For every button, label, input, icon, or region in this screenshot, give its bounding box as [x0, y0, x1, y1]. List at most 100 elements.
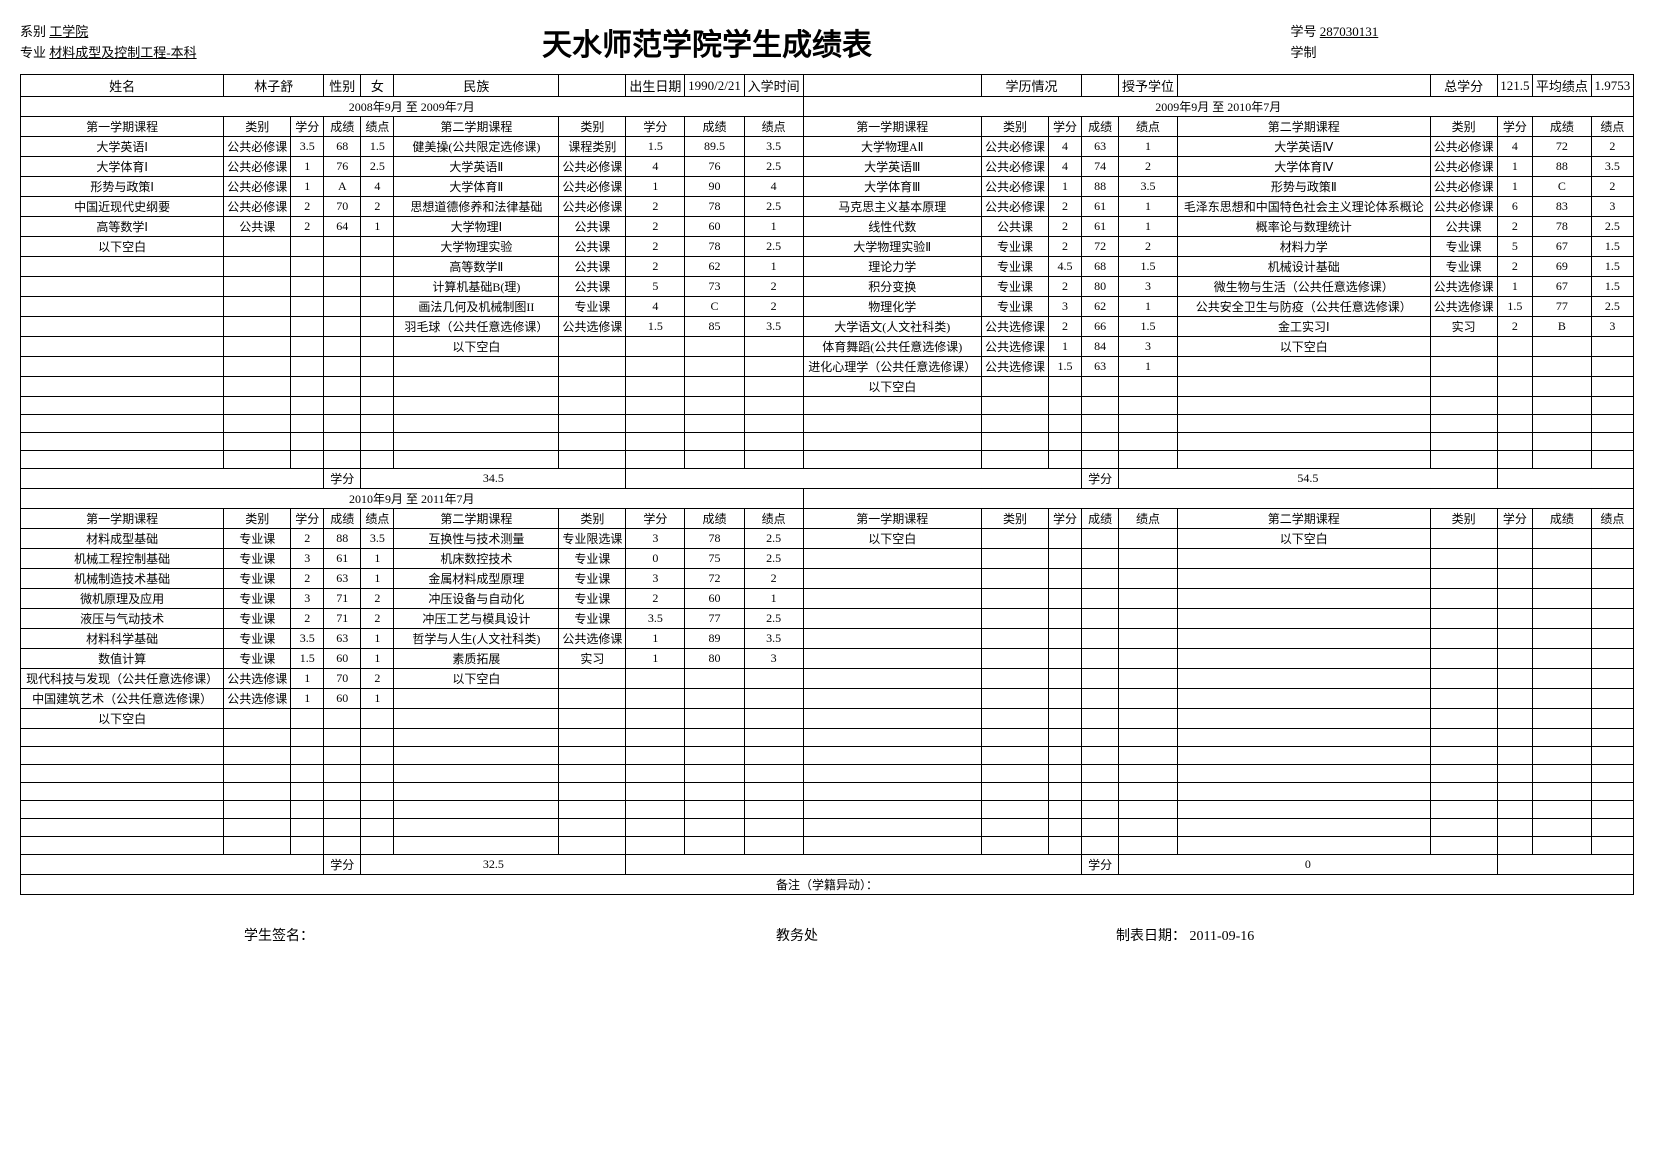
course-credit: 4	[1049, 157, 1082, 177]
course-score: 85	[685, 317, 745, 337]
sid-value: 287030131	[1320, 24, 1379, 39]
course-type: 公共选修课	[1430, 277, 1497, 297]
course-gpa: 1	[1119, 197, 1178, 217]
course-score	[685, 669, 745, 689]
course-name: 线性代数	[803, 217, 981, 237]
course-name: 大学体育Ⅱ	[394, 177, 559, 197]
course-type: 公共选修课	[981, 317, 1048, 337]
course-credit	[1497, 337, 1532, 357]
course-score: 67	[1533, 237, 1592, 257]
course-score: 73	[685, 277, 745, 297]
course-gpa: 1.5	[1591, 277, 1633, 297]
sem-col-header: 第一学期课程	[21, 509, 224, 529]
course-credit: 2	[1049, 317, 1082, 337]
course-score	[1533, 529, 1592, 549]
course-name: 互换性与技术测量	[394, 529, 559, 549]
course-score: 75	[685, 549, 745, 569]
course-type	[224, 709, 291, 729]
course-type	[1430, 529, 1497, 549]
credit-label: 学分	[324, 855, 361, 875]
course-gpa: 3	[1119, 337, 1178, 357]
info-degree	[1177, 75, 1430, 97]
course-type: 公共选修课	[1430, 297, 1497, 317]
course-credit: 3.5	[291, 629, 324, 649]
header-left: 系别 工学院 专业 材料成型及控制工程-本科	[20, 22, 364, 64]
course-gpa: 1	[361, 649, 394, 669]
course-gpa: 1	[744, 217, 803, 237]
course-type: 公共选修课	[981, 357, 1048, 377]
course-credit: 4	[626, 297, 685, 317]
sem-col-header: 第二学期课程	[1177, 509, 1430, 529]
course-score: 61	[324, 549, 361, 569]
dept-value: 工学院	[49, 24, 88, 39]
course-credit: 2	[1049, 197, 1082, 217]
course-gpa: 1	[361, 549, 394, 569]
course-type: 专业课	[224, 529, 291, 549]
course-score: 63	[1082, 137, 1119, 157]
course-gpa: 2.5	[744, 609, 803, 629]
course-credit: 1	[1497, 277, 1532, 297]
course-credit	[1497, 529, 1532, 549]
course-gpa: 2.5	[744, 549, 803, 569]
course-type: 实习	[1430, 317, 1497, 337]
course-name: 高等数学Ⅰ	[21, 217, 224, 237]
office: 教务处	[538, 925, 1056, 945]
type-col-header: 类别	[1430, 117, 1497, 137]
course-score: 60	[324, 689, 361, 709]
course-credit: 4	[1497, 137, 1532, 157]
score-col-header: 成绩	[1533, 509, 1592, 529]
course-score	[1082, 377, 1119, 397]
course-score: 72	[1533, 137, 1592, 157]
course-name: 以下空白	[1177, 529, 1430, 549]
course-type: 公共必修课	[559, 197, 626, 217]
cred-col-header: 学分	[291, 117, 324, 137]
course-type: 专业限选课	[559, 529, 626, 549]
course-credit: 4	[1049, 137, 1082, 157]
course-name: 数值计算	[21, 649, 224, 669]
course-name: 材料成型基础	[21, 529, 224, 549]
course-gpa: 2	[1591, 137, 1633, 157]
course-score: 76	[324, 157, 361, 177]
course-credit: 1	[626, 649, 685, 669]
course-name: 材料力学	[1177, 237, 1430, 257]
course-type: 公共课	[559, 217, 626, 237]
course-score: 60	[324, 649, 361, 669]
course-credit: 1	[291, 177, 324, 197]
course-credit: 2	[1497, 317, 1532, 337]
course-type: 专业课	[559, 549, 626, 569]
dept-label: 系别	[20, 24, 46, 39]
course-name: 以下空白	[803, 377, 981, 397]
course-gpa: 3.5	[1119, 177, 1178, 197]
course-credit: 1	[1049, 177, 1082, 197]
course-type	[981, 529, 1048, 549]
course-credit: 2	[626, 589, 685, 609]
course-score: 67	[1533, 277, 1592, 297]
course-type: 公共必修课	[981, 197, 1048, 217]
course-gpa: 1.5	[1591, 237, 1633, 257]
course-gpa: 2	[361, 609, 394, 629]
course-score: 62	[685, 257, 745, 277]
course-score: 84	[1082, 337, 1119, 357]
course-score	[1533, 337, 1592, 357]
info-dob-label: 出生日期	[626, 75, 685, 97]
course-name: 冲压工艺与模具设计	[394, 609, 559, 629]
course-name: 金属材料成型原理	[394, 569, 559, 589]
course-name: 大学英语Ⅲ	[803, 157, 981, 177]
type-col-header: 类别	[224, 509, 291, 529]
info-dob: 1990/2/21	[685, 75, 745, 97]
student-sign: 学生签名：	[20, 925, 538, 945]
course-score: C	[685, 297, 745, 317]
info-eth-label: 民族	[394, 75, 559, 97]
remarks-cell: 备注（学籍异动）：	[21, 875, 1634, 895]
course-type: 公共课	[1430, 217, 1497, 237]
course-name: 机械工程控制基础	[21, 549, 224, 569]
course-gpa: 2.5	[361, 157, 394, 177]
course-type: 公共课	[559, 257, 626, 277]
course-gpa: 1.5	[1119, 317, 1178, 337]
course-score: C	[1533, 177, 1592, 197]
score-col-header: 成绩	[685, 509, 745, 529]
course-name: 体育舞蹈(公共任意选修课)	[803, 337, 981, 357]
course-gpa: 2	[361, 197, 394, 217]
type-col-header: 类别	[559, 117, 626, 137]
cred-col-header: 学分	[1049, 117, 1082, 137]
